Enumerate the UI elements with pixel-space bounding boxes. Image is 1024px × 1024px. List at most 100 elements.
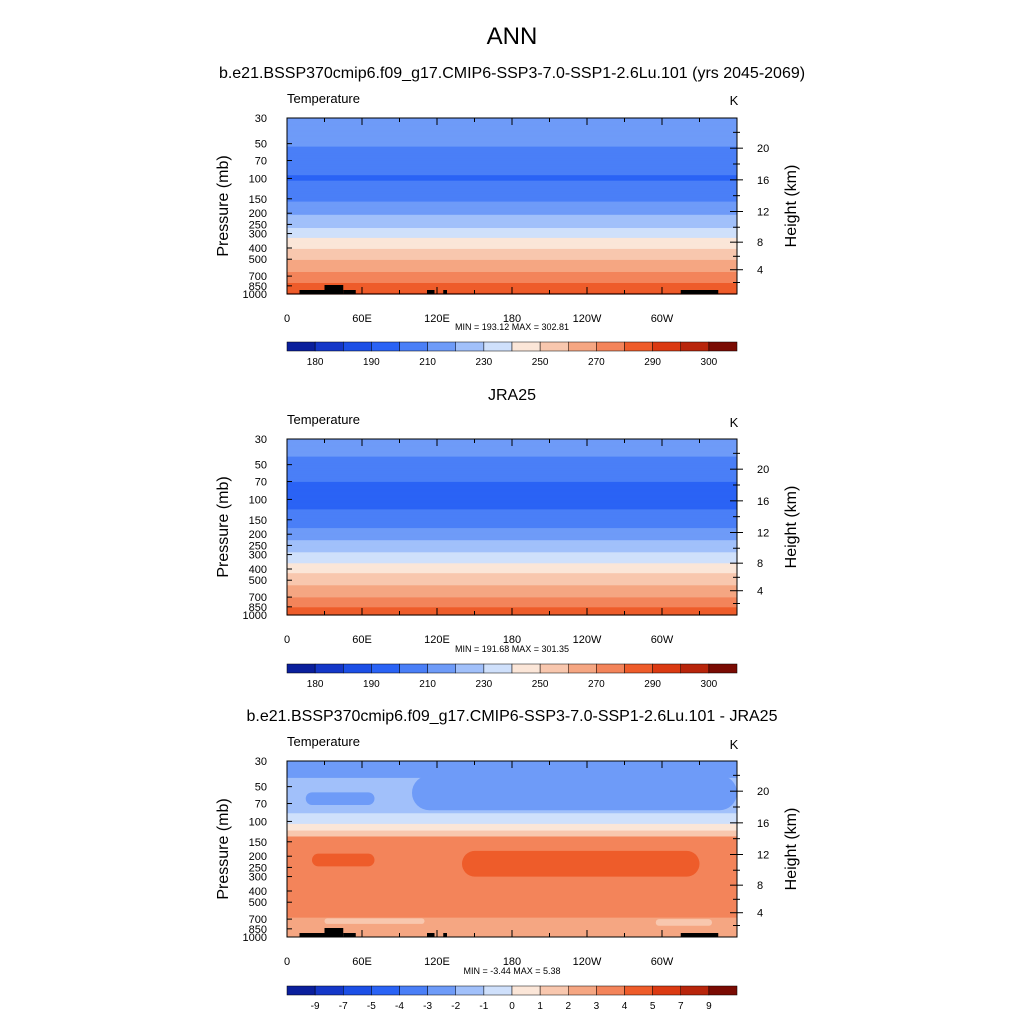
contour-band <box>287 496 737 498</box>
colorbar-swatch <box>511 663 541 674</box>
colorbar-swatch <box>680 663 710 674</box>
colorbar-label: -2 <box>451 1001 460 1012</box>
colorbar-label: 300 <box>701 679 718 690</box>
contour-band <box>287 151 737 153</box>
contour-band <box>287 274 737 276</box>
contour-band <box>287 586 737 589</box>
y-axis-label: Pressure (mb) <box>215 798 232 899</box>
contour-band <box>287 528 737 530</box>
colorbar-swatch <box>314 985 344 996</box>
contour-band <box>287 514 737 517</box>
contour-band <box>287 218 737 220</box>
contour-band <box>287 600 737 603</box>
contour-band <box>287 251 737 253</box>
colorbar-swatch <box>624 985 653 996</box>
contour-band <box>287 578 737 581</box>
contour-band <box>287 606 737 608</box>
contour-region <box>312 853 375 867</box>
contour-band <box>287 579 737 582</box>
contour-band <box>287 540 737 542</box>
contour-band <box>287 501 737 504</box>
contour-band <box>287 215 737 218</box>
contour-band <box>287 222 737 225</box>
contour-band <box>287 267 737 270</box>
contour-band <box>287 571 737 573</box>
contour-band <box>287 483 737 485</box>
contour-band <box>287 597 737 600</box>
contour-band <box>287 266 737 269</box>
contour-band <box>287 574 737 576</box>
contour-band <box>287 126 737 129</box>
contour-band <box>287 259 737 262</box>
colorbar-label: 5 <box>650 1001 656 1012</box>
x-tick-label: 0 <box>284 956 290 968</box>
contour-band <box>287 522 737 525</box>
colorbar-swatch <box>680 341 710 352</box>
contour-band <box>287 268 737 271</box>
contour-band <box>287 204 737 207</box>
colorbar-swatch <box>455 663 485 674</box>
contour-band <box>287 193 737 196</box>
contour-band <box>287 602 737 605</box>
contour-band <box>287 473 737 475</box>
contour-band <box>287 560 737 562</box>
contour-band <box>287 510 737 513</box>
contour-band <box>287 272 737 274</box>
contour-band <box>287 591 737 594</box>
contour-band <box>287 466 737 469</box>
contour-band <box>287 584 737 586</box>
y-tick-label: 30 <box>255 756 267 768</box>
y-tick-label: 150 <box>249 515 267 527</box>
colorbar-label: -4 <box>395 1001 404 1012</box>
y-tick-label: 500 <box>249 897 267 909</box>
contour-band <box>287 524 737 527</box>
y2-tick-label: 4 <box>757 586 763 598</box>
contour-band <box>287 153 737 155</box>
contour-band <box>287 509 737 512</box>
contour-band <box>287 278 737 281</box>
terrain-mask <box>299 290 337 294</box>
contour-band <box>287 576 737 579</box>
contour-band <box>287 830 737 837</box>
contour-band <box>287 494 737 496</box>
contour-band <box>287 240 737 242</box>
x-tick-label: 180 <box>503 313 521 325</box>
contour-band <box>287 175 737 177</box>
colorbar-label: 230 <box>476 679 493 690</box>
contour-band <box>287 458 737 461</box>
contour-band <box>287 230 737 232</box>
variable-label: Temperature <box>287 734 360 749</box>
contour-band <box>287 277 737 280</box>
contour-band <box>287 488 737 491</box>
contour-band <box>287 511 737 514</box>
colorbar-swatch <box>624 663 653 674</box>
contour-band <box>287 239 737 241</box>
colorbar-label: 300 <box>701 357 718 368</box>
colorbar-swatch <box>286 341 316 352</box>
colorbar-label: 180 <box>307 679 324 690</box>
contour-band <box>287 506 737 508</box>
colorbar-swatch <box>286 985 316 996</box>
contour-band <box>287 152 737 154</box>
contour-band <box>287 253 737 255</box>
stats-label: MIN = -3.44 MAX = 5.38 <box>463 966 560 976</box>
contour-band <box>287 228 737 230</box>
contour-band <box>287 184 737 186</box>
colorbar-label: 190 <box>363 357 380 368</box>
colorbar-swatch <box>652 341 682 352</box>
x-tick-label: 60W <box>651 956 674 968</box>
colorbar-swatch <box>596 663 625 674</box>
contour-band <box>287 213 737 216</box>
terrain-mask <box>324 285 344 294</box>
contour-band <box>287 531 737 534</box>
contour-band <box>287 219 737 221</box>
y-tick-label: 850 <box>249 924 267 936</box>
contour-band <box>287 761 737 779</box>
colorbar-label: -7 <box>339 1001 348 1012</box>
colorbar-label: 0 <box>509 1001 515 1012</box>
y-tick-label: 250 <box>249 540 267 552</box>
colorbar-swatch <box>399 663 428 674</box>
y-tick-label: 400 <box>249 886 267 898</box>
